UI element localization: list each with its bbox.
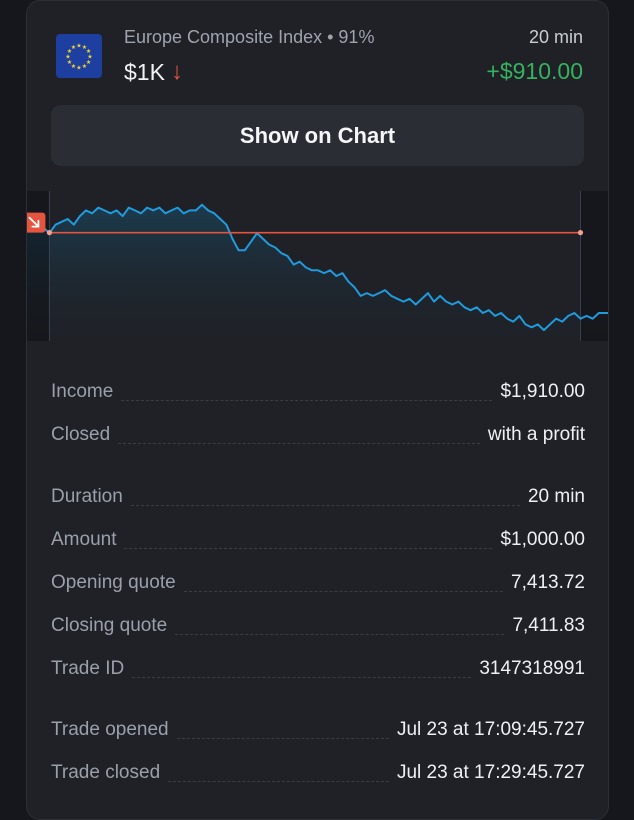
arrow-down-right-glyph — [28, 216, 40, 228]
flag-star: ★ — [76, 43, 81, 50]
detail-row-trade-closed: Trade closed Jul 23 at 17:29:45.727 — [51, 754, 585, 784]
dotted-divider — [175, 633, 505, 635]
detail-value[interactable]: 3147318991 — [479, 658, 585, 679]
trade-amount-value: $1K — [124, 58, 165, 85]
flag-star: ★ — [82, 44, 87, 51]
detail-row-trade-id: Trade ID 3147318991 — [51, 650, 585, 680]
flag-star: ★ — [86, 48, 91, 55]
flag-star: ★ — [67, 48, 72, 55]
dotted-divider — [183, 590, 504, 592]
detail-value: Jul 23 at 17:09:45.727 — [396, 719, 585, 740]
flag-star: ★ — [86, 59, 91, 66]
flag-star: ★ — [65, 54, 70, 61]
dotted-divider — [118, 442, 480, 444]
trade-details-card: ★ ★ ★ ★ ★ ★ ★ ★ ★ ★ ★ ★ Europe Composite Index • 91… — [26, 0, 609, 820]
detail-label: Trade closed — [51, 762, 161, 783]
detail-row-closing-quote: Closing quote 7,411.83 — [51, 607, 585, 637]
trade-duration: 20 min — [528, 27, 583, 47]
detail-row-amount: Amount $1,000.00 — [51, 521, 585, 551]
detail-value: with a profit — [487, 424, 585, 445]
detail-label: Opening quote — [51, 572, 176, 593]
detail-value: Jul 23 at 17:29:45.727 — [396, 762, 585, 783]
detail-value: $1,000.00 — [500, 529, 585, 550]
detail-label: Closed — [51, 424, 111, 445]
flag-star: ★ — [87, 54, 92, 61]
detail-label: Amount — [51, 529, 117, 550]
arrow-down-icon: ↓ — [170, 58, 183, 85]
detail-row-opening-quote: Opening quote 7,413.72 — [51, 564, 585, 594]
detail-label: Duration — [51, 486, 123, 507]
dotted-divider — [132, 676, 472, 678]
post-trade-shade — [580, 191, 608, 341]
trade-amount: $1K ↓ — [124, 58, 183, 86]
detail-value: 7,413.72 — [511, 572, 585, 593]
close-point — [577, 230, 584, 236]
detail-value: 20 min — [527, 486, 585, 507]
detail-label: Closing quote — [51, 615, 168, 636]
asset-name-payout: Europe Composite Index • 91% — [124, 27, 375, 47]
dotted-divider — [176, 737, 389, 739]
flag-star: ★ — [76, 65, 81, 72]
detail-row-duration: Duration 20 min — [51, 478, 585, 508]
dotted-divider — [121, 399, 493, 401]
detail-value: 7,411.83 — [512, 615, 585, 636]
detail-label: Trade ID — [51, 658, 125, 679]
detail-row-income: Income $1,910.00 — [51, 373, 585, 403]
detail-label: Trade opened — [51, 719, 169, 740]
dotted-divider — [124, 547, 493, 549]
show-on-chart-button[interactable]: Show on Chart — [51, 105, 584, 166]
eu-flag-icon: ★ ★ ★ ★ ★ ★ ★ ★ ★ ★ ★ ★ — [56, 34, 102, 78]
flag-star: ★ — [67, 59, 72, 66]
detail-row-trade-opened: Trade opened Jul 23 at 17:09:45.727 — [51, 711, 585, 741]
dotted-divider — [130, 504, 520, 506]
detail-label: Income — [51, 381, 114, 402]
open-point — [46, 230, 53, 236]
arrow-down-right-icon — [27, 212, 46, 233]
dotted-divider — [168, 780, 389, 782]
flag-star: ★ — [82, 63, 87, 70]
flag-star: ★ — [71, 44, 76, 51]
detail-value: $1,910.00 — [500, 381, 585, 402]
detail-row-closed: Closed with a profit — [51, 416, 585, 446]
flag-star: ★ — [71, 63, 76, 70]
trade-chart — [27, 191, 608, 341]
price-line — [27, 203, 608, 332]
trade-profit: +$910.00 — [486, 58, 583, 84]
